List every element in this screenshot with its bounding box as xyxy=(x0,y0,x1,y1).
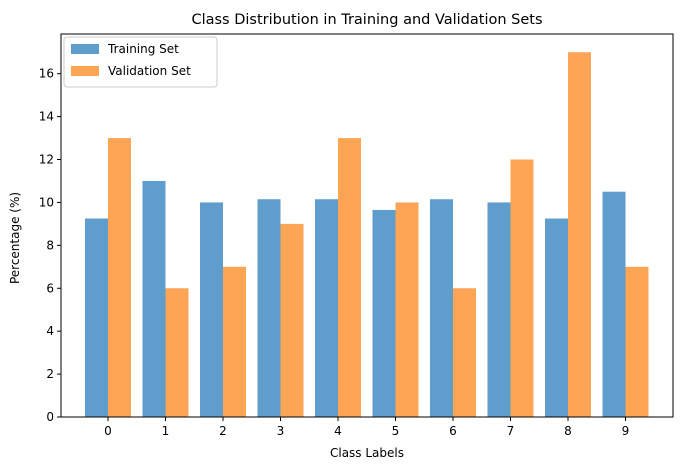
bar-validation-9 xyxy=(625,266,649,417)
bar-validation-1 xyxy=(165,288,189,417)
y-tick-label-4: 4 xyxy=(46,324,54,338)
bar-training-2 xyxy=(200,202,223,417)
bar-validation-0 xyxy=(108,138,131,417)
x-tick-label-7: 7 xyxy=(507,424,515,438)
x-axis-title: Class Labels xyxy=(330,446,404,460)
x-tick-label-8: 8 xyxy=(564,424,572,438)
bar-training-5 xyxy=(372,209,396,417)
x-tick-label-0: 0 xyxy=(104,424,112,438)
x-tick-label-3: 3 xyxy=(277,424,285,438)
x-tick-label-1: 1 xyxy=(162,424,170,438)
legend-label-validation: Validation Set xyxy=(108,64,191,78)
bar-validation-7 xyxy=(510,159,534,418)
bar-training-9 xyxy=(602,191,626,417)
y-tick-label-16: 16 xyxy=(39,67,54,81)
x-tick-label-5: 5 xyxy=(392,424,400,438)
chart-title: Class Distribution in Training and Valid… xyxy=(191,12,542,28)
y-tick-label-0: 0 xyxy=(46,410,54,424)
bars-layer xyxy=(85,52,649,418)
x-tick-label-6: 6 xyxy=(449,424,457,438)
legend-box xyxy=(63,36,218,88)
bar-validation-6 xyxy=(453,288,476,417)
y-tick-label-8: 8 xyxy=(46,238,54,252)
bar-validation-8 xyxy=(568,52,591,417)
bar-training-6 xyxy=(430,199,453,417)
bar-training-7 xyxy=(487,202,511,417)
legend-label-training: Training Set xyxy=(107,42,179,56)
bar-validation-3 xyxy=(280,223,304,417)
bar-validation-5 xyxy=(395,202,419,417)
bar-training-0 xyxy=(85,218,108,417)
bar-validation-2 xyxy=(223,266,246,417)
legend: Training Set Validation Set xyxy=(63,36,218,88)
bar-training-3 xyxy=(257,199,281,417)
legend-swatch-training xyxy=(71,44,99,54)
y-tick-label-12: 12 xyxy=(39,153,54,167)
y-tick-label-2: 2 xyxy=(46,367,54,381)
bar-training-4 xyxy=(315,199,338,417)
y-tick-label-10: 10 xyxy=(39,195,54,209)
legend-swatch-validation xyxy=(71,66,99,76)
bar-training-8 xyxy=(545,218,568,417)
x-tick-label-2: 2 xyxy=(219,424,227,438)
x-tick-label-4: 4 xyxy=(334,424,342,438)
plot-frame xyxy=(60,33,674,418)
y-axis-title: Percentage (%) xyxy=(8,192,22,284)
bar-training-1 xyxy=(142,180,166,417)
y-tick-label-14: 14 xyxy=(39,110,54,124)
bar-validation-4 xyxy=(338,138,361,417)
y-tick-label-6: 6 xyxy=(46,281,54,295)
x-tick-label-9: 9 xyxy=(622,424,630,438)
